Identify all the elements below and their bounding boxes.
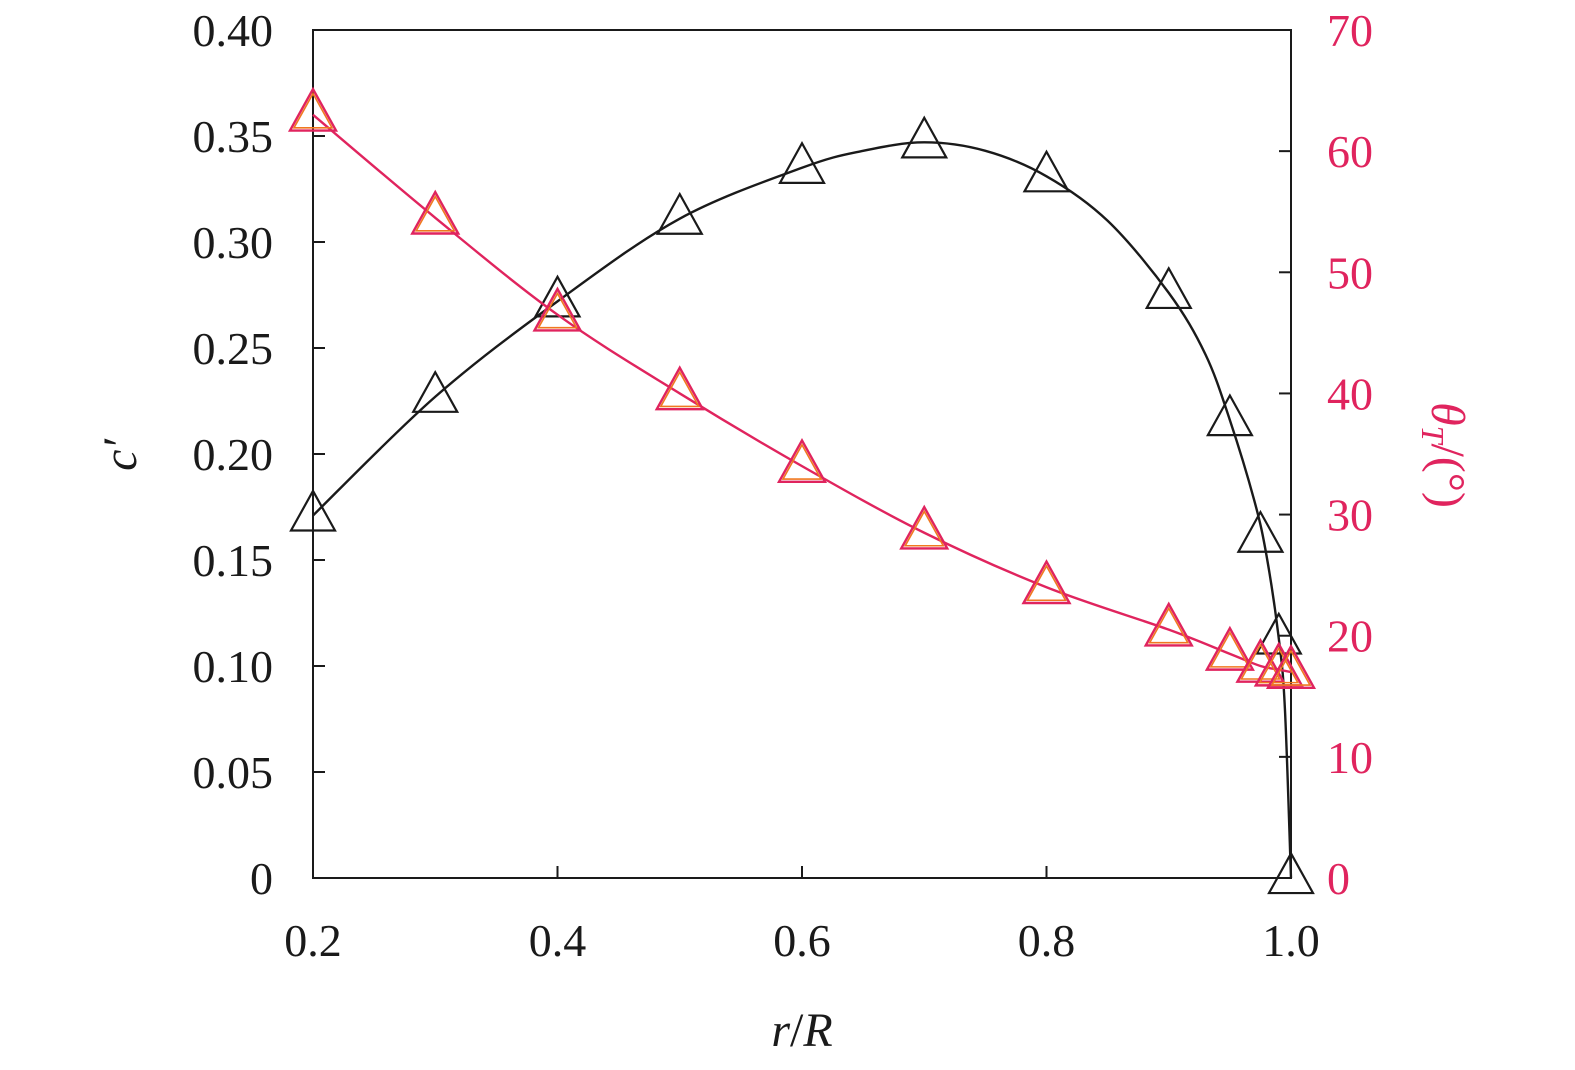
series-line (312, 113, 1292, 674)
y-right-tick-label: 70 (1327, 5, 1373, 56)
y-right-axis-title-theta: θ (1421, 402, 1474, 426)
y-right-tick-label: 30 (1327, 490, 1373, 541)
data-point-marker (287, 86, 339, 132)
series-line (312, 141, 1293, 879)
data-point-marker (289, 488, 337, 532)
series-layer (287, 86, 1317, 895)
y-left-tick-label: 0.30 (193, 217, 274, 268)
y-left-tick-label: 0.20 (193, 429, 274, 480)
data-point-marker (1021, 559, 1072, 605)
data-point-marker-inner (659, 370, 701, 408)
data-point-marker (1236, 509, 1285, 553)
data-point-marker (1144, 266, 1193, 310)
data-point-marker (411, 369, 460, 413)
y-left-tick-label: 0.25 (193, 323, 274, 374)
data-point-marker-inner (537, 291, 578, 329)
ticks-layer: 0.2 0.4 0.6 0.8 1.000.050.100.150.200.250.30… (193, 5, 1374, 966)
data-point-marker-inner (414, 194, 456, 232)
y-left-axis-title: c′ (94, 438, 147, 471)
data-point-marker-inner (781, 443, 823, 480)
y-right-tick-label: 20 (1327, 611, 1373, 662)
y-left-tick-label: 0.15 (193, 535, 274, 586)
x-tick-label: 0.8 (1018, 915, 1076, 966)
data-point-marker (1267, 851, 1315, 895)
y-left-tick-label: 0.10 (193, 641, 274, 692)
data-point-marker-inner (1258, 646, 1300, 684)
data-point-marker (410, 189, 461, 235)
x-tick-label: 1.0 (1262, 915, 1320, 966)
axes-layer (312, 29, 1292, 879)
y-right-axis-title-unit: /(°) (1421, 443, 1474, 508)
data-point-marker-inner (1026, 564, 1067, 602)
x-axis-title: r/R (771, 1004, 832, 1057)
y-left-tick-label: 0.05 (193, 747, 274, 798)
y-right-tick-label: 40 (1327, 368, 1373, 419)
data-point-marker-inner (903, 509, 945, 547)
x-tick-label: 0.4 (529, 915, 587, 966)
data-point-marker (1022, 149, 1071, 193)
y-left-tick-label: 0.40 (193, 5, 274, 56)
data-point-marker-inner (1270, 649, 1312, 686)
data-point-marker-inner (1148, 606, 1190, 644)
data-point-marker (776, 437, 828, 484)
x-axis-title-slash: / (790, 1004, 804, 1057)
y-right-axis-title: θT/(°) (1415, 402, 1474, 508)
data-point-marker (899, 504, 950, 550)
data-point-marker (654, 365, 705, 411)
y-left-tick-label: 0 (250, 853, 273, 904)
y-right-axis-title-subscript: T (1415, 426, 1451, 446)
data-point-marker (1204, 625, 1255, 671)
data-point-marker (532, 286, 583, 332)
data-point-marker (900, 115, 949, 159)
data-point-marker-inner (292, 91, 334, 129)
x-tick-label: 0.6 (773, 915, 831, 966)
data-point-marker (1206, 393, 1254, 437)
x-axis-title-r: r (771, 1004, 790, 1057)
data-point-marker (1254, 611, 1303, 655)
y-right-tick-label: 50 (1327, 247, 1373, 298)
x-tick-label: 0.2 (284, 915, 342, 966)
data-point-marker (1265, 643, 1317, 689)
plot-frame (312, 29, 1292, 879)
data-point-marker (778, 140, 826, 184)
y-right-tick-label: 10 (1327, 732, 1373, 783)
data-point-marker-inner (1209, 631, 1251, 668)
y-left-tick-label: 0.35 (193, 111, 274, 162)
data-point-marker (1143, 601, 1194, 647)
x-axis-title-R: R (802, 1004, 832, 1057)
series-c-prime (289, 115, 1315, 895)
y-right-tick-label: 60 (1327, 126, 1373, 177)
y-right-tick-label: 0 (1327, 853, 1350, 904)
data-point-marker (533, 274, 582, 318)
series-theta (287, 86, 1317, 689)
data-point-marker (655, 191, 704, 235)
